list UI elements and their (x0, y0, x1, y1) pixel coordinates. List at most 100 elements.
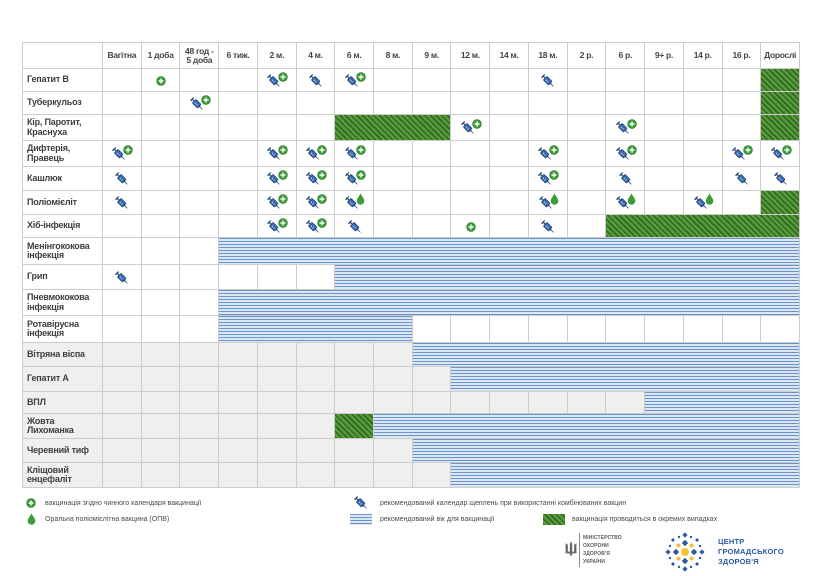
vaccine-mark (529, 167, 568, 191)
grid-cell (722, 69, 762, 92)
grid-cell (490, 115, 529, 141)
row-label: Кашлюк (23, 167, 103, 191)
phc-logo-line: ГРОМАДСЬКОГО (718, 547, 784, 556)
grid-cell (567, 316, 607, 343)
plus-circle-icon (472, 119, 482, 129)
grid-cell (567, 167, 607, 191)
column-header: 6 тиж. (219, 43, 258, 69)
plus-circle-icon (278, 145, 288, 155)
vaccine-mark (180, 92, 219, 115)
grid-cell (722, 92, 762, 115)
drop-icon (356, 193, 365, 205)
grid-cell (490, 191, 529, 215)
grid-cell (645, 316, 684, 343)
grid-cell (412, 167, 452, 191)
grid-cell (451, 191, 491, 215)
row-label: Поліомієліт (23, 191, 103, 215)
grid-cell (412, 141, 452, 167)
grid-cell (374, 215, 413, 238)
grid-cell (606, 392, 646, 414)
grid-cell (528, 316, 568, 343)
vaccine-mark (723, 167, 762, 191)
syringe-icon (306, 219, 319, 233)
grid-cell (451, 316, 491, 343)
grid-cell (219, 191, 258, 215)
column-header: Дорослі (761, 43, 800, 69)
grid-cell (412, 215, 452, 238)
recommended-age-band (219, 316, 412, 342)
special-cases-band (335, 414, 374, 438)
plus-circle-icon (355, 170, 366, 180)
column-header: 16 р. (722, 43, 762, 69)
legend-text: вакцинація згідно чинного календаря вакц… (45, 499, 202, 507)
vaccine-mark (335, 167, 374, 191)
syringe-icon (541, 219, 554, 233)
row-label: ВПЛ (23, 392, 103, 414)
ministry-of-health-logo: МІНІСТЕРСТВО ОХОРОНИ ЗДОРОВ'Я УКРАЇНИ (563, 531, 629, 569)
vaccine-mark (529, 69, 568, 92)
recommended-age-band (451, 367, 799, 391)
grid-cell (490, 141, 529, 167)
grid-cell (257, 367, 297, 392)
drop-icon (627, 193, 636, 205)
grid-cell (180, 167, 220, 191)
ministry-logo-line: ЗДОРОВ'Я (583, 551, 610, 557)
grid-cell (180, 290, 220, 316)
grid-cell (103, 290, 142, 316)
vaccine-mark (103, 167, 142, 191)
grid-cell (490, 392, 529, 414)
vaccine-mark (684, 191, 723, 215)
syringe-icon (267, 219, 280, 233)
grid-cell (412, 463, 452, 488)
plus-circle-icon (781, 145, 792, 155)
grid-cell (180, 238, 220, 265)
row-label: Кліщовий енцефаліт (23, 463, 103, 488)
grid-cell (683, 141, 723, 167)
grid-cell (683, 69, 723, 92)
grid-cell (296, 265, 336, 290)
vaccine-mark (529, 141, 568, 167)
ministry-logo-text: МІНІСТЕРСТВО ОХОРОНИ ЗДОРОВ'Я УКРАЇНИ (583, 534, 622, 566)
logo-separator (579, 533, 580, 567)
grid-cell (141, 215, 181, 238)
recommended-age-swatch (350, 513, 372, 525)
grid-cell (451, 392, 491, 414)
syringe-icon (112, 147, 126, 160)
syringe-icon (345, 196, 358, 209)
grid-cell (567, 115, 607, 141)
special-cases-band (335, 115, 451, 140)
grid-cell (490, 316, 529, 343)
grid-cell (722, 167, 762, 191)
grid-cell (141, 238, 181, 265)
grid-cell (103, 69, 142, 92)
grid-cell (141, 265, 181, 290)
vaccine-mark (258, 167, 297, 191)
special-cases-band (606, 215, 799, 237)
legend-text: рекомендований календар щеплень при вико… (380, 499, 627, 507)
grid-cell (141, 92, 181, 115)
row-label: Жовта Лихоманка (23, 414, 103, 439)
syringe-icon (354, 496, 367, 509)
grid-cell (567, 392, 607, 414)
grid-cell (141, 414, 181, 439)
grid-cell (722, 191, 762, 215)
syringe-icon (461, 121, 474, 134)
grid-cell (335, 439, 375, 463)
grid-cell (412, 316, 452, 343)
plus-circle-icon (317, 217, 327, 228)
grid-cell (645, 115, 684, 141)
grid-cell (722, 115, 762, 141)
plus-circle-icon (627, 145, 637, 155)
syringe-icon (538, 147, 551, 160)
plus-circle-icon (278, 170, 288, 180)
vaccine-mark (103, 191, 142, 215)
grid-cell (219, 141, 258, 167)
grid-cell (683, 92, 723, 115)
legend-text: вакцинація проводиться в окремих випадка… (572, 515, 718, 523)
column-header: 2 м. (257, 43, 297, 69)
column-header: 4 м. (296, 43, 336, 69)
vaccine-mark (297, 215, 336, 238)
special-cases-band (761, 191, 799, 214)
legend-item-special-cases: вакцинація проводиться в окремих випадка… (543, 512, 717, 526)
recommended-age-band (335, 265, 799, 289)
